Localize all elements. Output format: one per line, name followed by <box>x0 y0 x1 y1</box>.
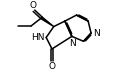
Text: N: N <box>93 29 100 38</box>
Text: O: O <box>30 1 37 10</box>
Text: N: N <box>69 39 76 48</box>
Text: O: O <box>48 62 55 71</box>
Polygon shape <box>41 17 54 27</box>
Text: HN: HN <box>31 33 45 42</box>
